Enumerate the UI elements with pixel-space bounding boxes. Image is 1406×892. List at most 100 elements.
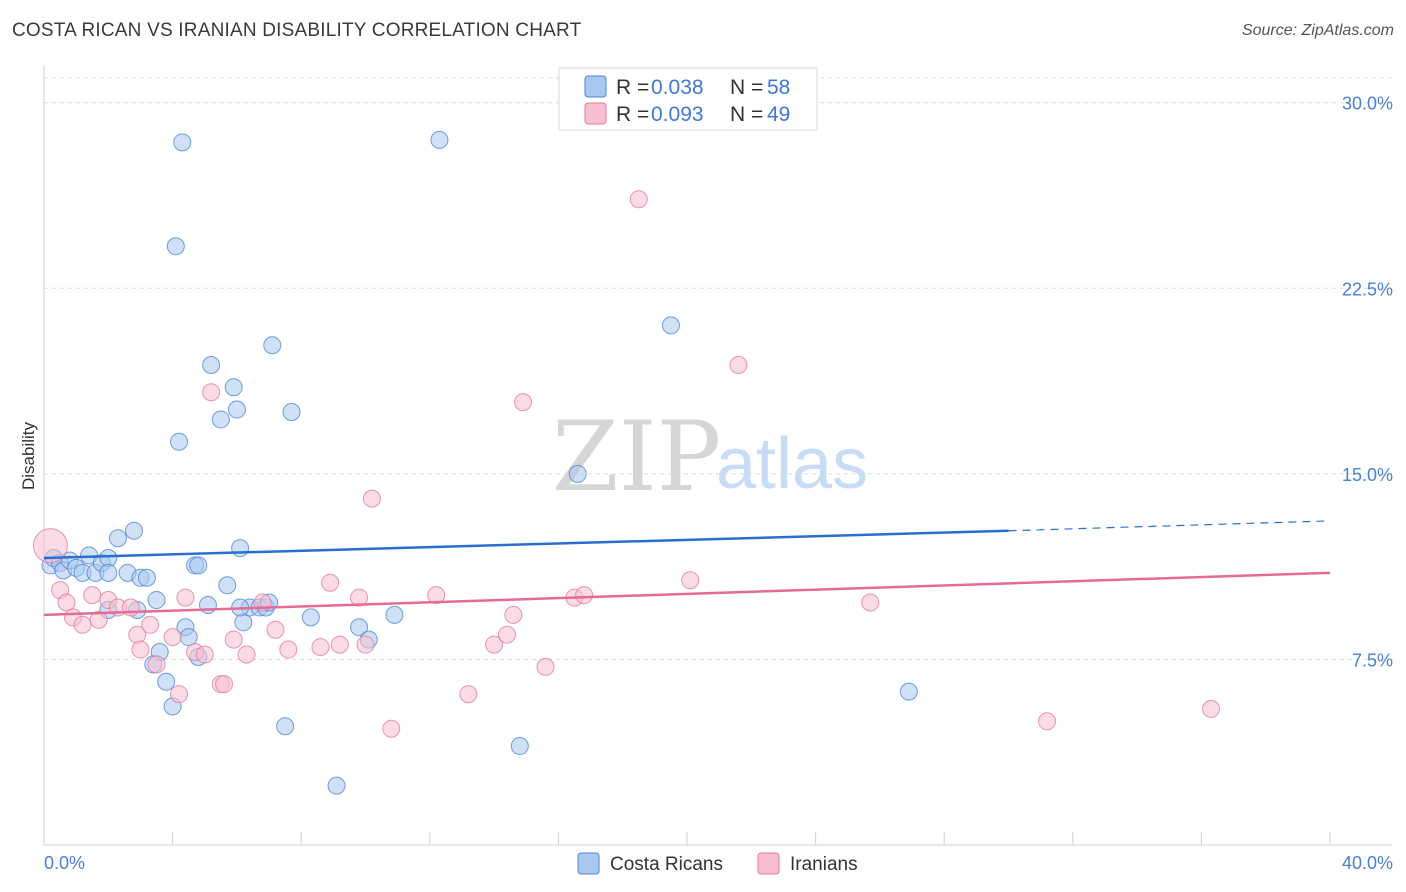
point-iranian — [176, 588, 195, 607]
point-costa-rican — [189, 556, 208, 575]
point-iranian — [32, 528, 68, 564]
trend-line-costa-ricans — [43, 529, 1009, 560]
point-iranian — [237, 645, 256, 664]
legend-bottom-label-costa-ricans: Costa Ricans — [610, 854, 723, 875]
point-iranian — [356, 635, 375, 654]
point-iranian — [131, 640, 150, 659]
point-costa-rican — [899, 682, 918, 701]
legend-bottom-label-iranians: Iranians — [790, 854, 858, 875]
legend-bottom-swatch-iranians — [757, 852, 780, 875]
chart-title: COSTA RICAN VS IRANIAN DISABILITY CORREL… — [12, 20, 582, 41]
point-costa-rican — [327, 776, 346, 795]
y-axis-label: Disability — [19, 421, 38, 490]
legend-n-label-0: N = — [730, 76, 763, 99]
point-iranian — [514, 393, 533, 412]
x-tick-label-max: 40.0% — [1342, 853, 1393, 873]
point-iranian — [362, 489, 381, 508]
point-iranian — [485, 635, 504, 654]
axes — [43, 66, 1392, 846]
point-costa-rican — [350, 618, 369, 637]
legend-n-value-1: 49 — [767, 103, 790, 126]
point-costa-rican — [170, 432, 189, 451]
trend-lines — [43, 520, 1331, 617]
point-iranian — [575, 586, 594, 605]
point-iranian — [163, 628, 182, 647]
y-tick-label: 7.5% — [1352, 650, 1393, 670]
point-iranian — [279, 640, 298, 659]
legend-top: R = 0.038 N = 58 R = 0.093 N = 49 — [558, 67, 818, 131]
point-costa-rican — [157, 672, 176, 691]
point-costa-rican — [301, 608, 320, 627]
point-costa-rican — [661, 316, 680, 335]
point-iranian — [195, 645, 214, 664]
point-iranian — [57, 593, 76, 612]
point-iranian — [215, 675, 234, 694]
grid-lines — [44, 77, 1392, 660]
point-iranian — [321, 573, 340, 592]
point-costa-rican — [276, 717, 295, 736]
point-iranian — [83, 586, 102, 605]
trend-line-iranians — [43, 571, 1331, 617]
point-iranian — [224, 630, 243, 649]
point-iranian — [266, 620, 285, 639]
point-costa-rican — [385, 605, 404, 624]
x-tick-label-min: 0.0% — [44, 853, 85, 873]
point-costa-rican — [166, 237, 185, 256]
point-iranian — [170, 685, 189, 704]
point-costa-rican — [211, 410, 230, 429]
point-costa-rican — [147, 591, 166, 610]
y-tick-label: 15.0% — [1342, 465, 1393, 485]
point-iranian — [504, 605, 523, 624]
source-label: Source: ZipAtlas.com — [1241, 22, 1394, 39]
legend-r-value-1: 0.093 — [651, 103, 704, 126]
point-costa-rican — [218, 576, 237, 595]
point-iranian — [729, 356, 748, 375]
y-tick-labels: 7.5% 15.0% 22.5% 30.0% — [1342, 94, 1393, 671]
legend-swatch-iranians — [584, 102, 607, 125]
point-iranian — [330, 635, 349, 654]
point-iranian — [861, 593, 880, 612]
legend-swatch-costa-ricans — [584, 75, 607, 98]
point-costa-rican — [202, 356, 221, 375]
point-costa-rican — [227, 400, 246, 419]
point-iranian — [311, 638, 330, 657]
legend-r-label-0: R = — [616, 76, 649, 99]
point-costa-rican — [430, 130, 449, 149]
point-iranian — [89, 610, 108, 629]
legend-r-label-1: R = — [616, 103, 649, 126]
point-iranian — [1202, 699, 1221, 718]
point-iranian — [350, 588, 369, 607]
legend-bottom-swatch-costa-ricans — [577, 852, 600, 875]
point-costa-rican — [99, 563, 118, 582]
legend-n-label-1: N = — [730, 103, 763, 126]
point-costa-rican — [125, 521, 144, 540]
point-costa-rican — [173, 133, 192, 152]
point-iranian — [681, 571, 700, 590]
point-costa-rican — [231, 539, 250, 558]
point-costa-rican — [108, 529, 127, 548]
point-costa-rican — [510, 737, 529, 756]
y-tick-label: 30.0% — [1342, 94, 1393, 114]
point-iranian — [1038, 712, 1057, 731]
point-iranian — [202, 383, 221, 402]
point-costa-rican — [224, 378, 243, 397]
point-iranian — [459, 685, 478, 704]
watermark-atlas: atlas — [716, 424, 868, 504]
point-costa-rican — [137, 568, 156, 587]
legend-n-value-0: 58 — [767, 76, 790, 99]
legend-bottom: Costa Ricans Iranians — [577, 852, 858, 875]
legend-r-value-0: 0.038 — [651, 76, 704, 99]
point-iranian — [427, 586, 446, 605]
point-iranian — [629, 190, 648, 209]
point-iranian — [73, 615, 92, 634]
point-iranian — [536, 657, 555, 676]
point-iranian — [147, 655, 166, 674]
point-iranian — [141, 615, 160, 634]
point-costa-rican — [263, 336, 282, 355]
point-iranian — [382, 719, 401, 738]
point-iranian — [497, 625, 516, 644]
point-costa-rican — [568, 464, 587, 483]
watermark-zip: ZIP — [552, 401, 721, 513]
point-costa-rican — [282, 403, 301, 422]
